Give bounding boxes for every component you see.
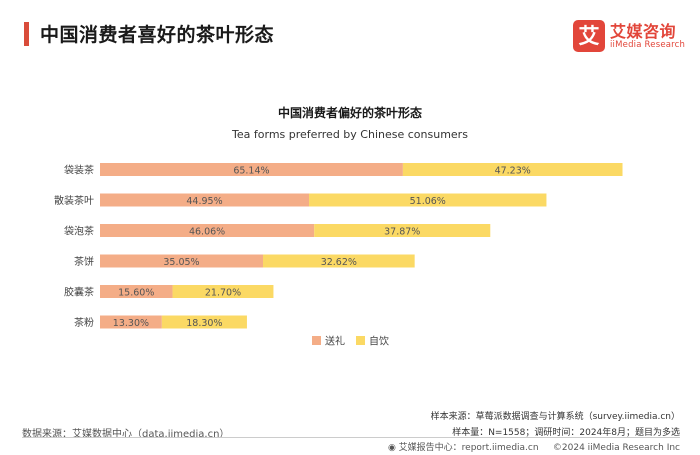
bar-gift [100, 254, 263, 268]
bar-self [402, 163, 623, 176]
category-label: 胶囊茶 [64, 286, 94, 299]
category-label: 茶粉 [74, 316, 94, 329]
bar-self [262, 254, 415, 268]
data-label: 18.30% [186, 318, 222, 329]
data-label: 32.62% [321, 257, 357, 268]
title-accent-bar [24, 22, 29, 46]
legend-label: 自饮 [369, 335, 389, 348]
data-label: 13.30% [113, 318, 149, 329]
data-label: 51.06% [410, 196, 446, 207]
bar-gift [100, 315, 162, 329]
report-center: 艾媒报告中心：report.iimedia.cn [398, 443, 539, 453]
report-footer: ◉ 艾媒报告中心：report.iimedia.cn ©2024 iiMedia… [388, 440, 680, 453]
copyright: ©2024 iiMedia Research Inc [552, 443, 680, 453]
sample-source: 样本来源：草莓派数据调查与计算系统（survey.iimedia.cn） [430, 412, 680, 422]
data-label: 47.23% [495, 166, 531, 177]
category-label: 茶饼 [74, 255, 94, 268]
legend-swatch [356, 336, 365, 345]
data-label: 46.06% [189, 227, 225, 238]
sample-notes: 样本来源：草莓派数据调查与计算系统（survey.iimedia.cn） 样本量… [431, 409, 680, 441]
bar-gift [100, 163, 403, 176]
bar-self [314, 224, 491, 237]
report-center-icon: ◉ [387, 443, 396, 453]
page-title: 中国消费者喜好的茶叶形态 [40, 24, 275, 46]
chart-title: 中国消费者偏好的茶叶形态 [278, 105, 422, 120]
sample-info: 样本量：N=1558；调研时间：2024年8月；题目为多选 [452, 428, 680, 438]
legend-label: 送礼 [325, 335, 345, 348]
category-label: 散装茶叶 [54, 194, 94, 207]
bar-self [309, 193, 547, 207]
data-label: 44.95% [186, 196, 222, 207]
chart-subtitle: Tea forms preferred by Chinese consumers [231, 128, 468, 141]
category-label: 袋装茶 [64, 164, 94, 177]
logo-name-en: iiMedia Research [610, 40, 686, 50]
bar-self [161, 315, 247, 329]
legend-swatch [312, 336, 321, 345]
data-label: 35.05% [163, 257, 199, 268]
logo-glyph: 艾 [573, 20, 605, 52]
bar-gift [100, 224, 315, 237]
iimedia-logo: 艾 艾媒咨询 iiMedia Research [573, 16, 691, 56]
data-label: 65.14% [233, 166, 269, 177]
data-label: 37.87% [384, 227, 420, 238]
data-label: 15.60% [118, 288, 154, 299]
data-label: 21.70% [205, 288, 241, 299]
category-label: 袋泡茶 [64, 225, 94, 238]
logo-name-cn: 艾媒咨询 [610, 22, 677, 41]
bar-self [172, 285, 274, 298]
data-source: 数据来源：艾媒数据中心（data.iimedia.cn） [22, 429, 230, 440]
bar-gift [100, 285, 173, 298]
bar-gift [100, 193, 310, 207]
footer-divider [22, 437, 680, 438]
